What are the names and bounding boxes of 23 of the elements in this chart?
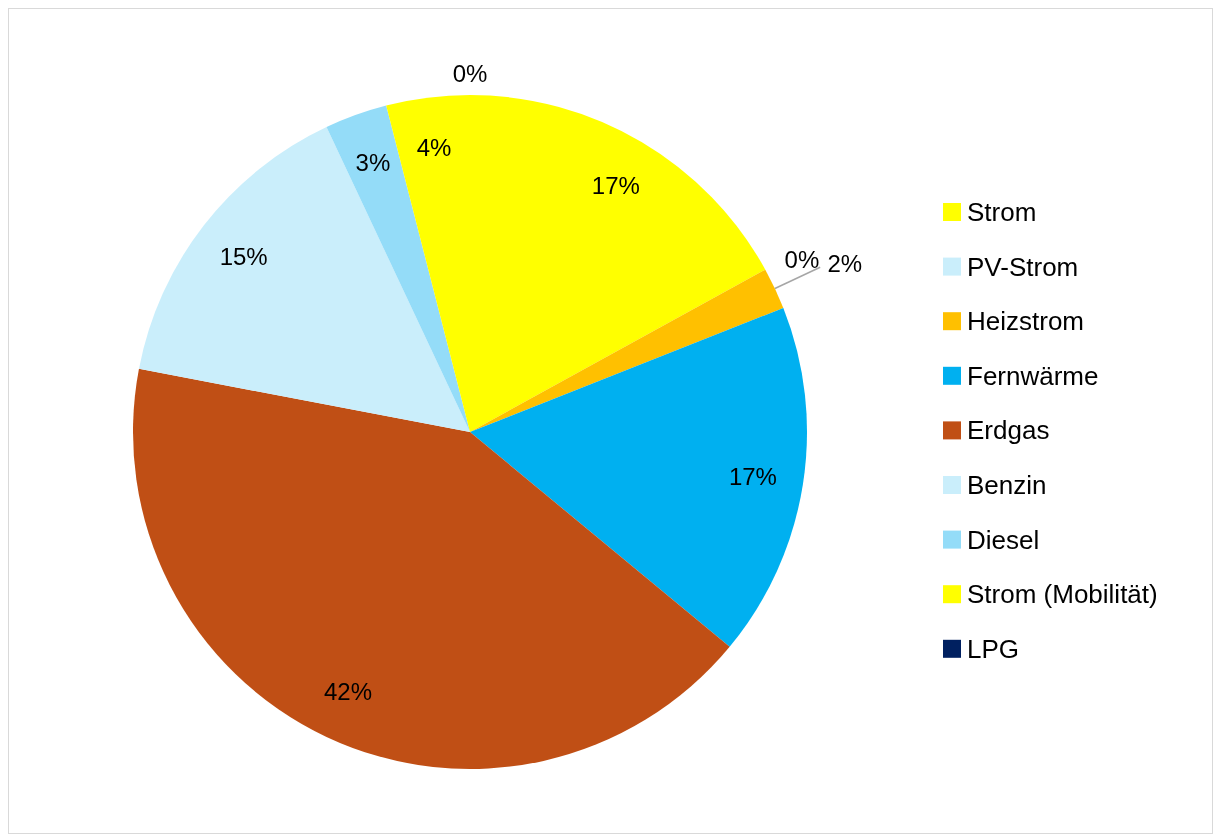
data-label: 17% <box>591 171 640 199</box>
text: 0% <box>784 245 820 273</box>
text: 0% <box>452 59 488 87</box>
pie-slice <box>326 105 470 432</box>
pie-slice <box>133 368 730 769</box>
data-label: 42% <box>324 677 373 705</box>
legend-label: Erdgas <box>967 415 1050 446</box>
legend-label: LPG <box>967 633 1020 664</box>
legend-label: Strom (Mobilität) <box>967 579 1158 610</box>
legend-label: Diesel <box>967 524 1040 555</box>
pie-slice <box>470 269 784 432</box>
legend-label: Benzin <box>967 470 1047 500</box>
legend-label: Fernwärme <box>967 360 1099 391</box>
legend-label: Heizstrom <box>967 306 1085 337</box>
data-label: 17% <box>728 463 777 491</box>
data-label: 15% <box>219 242 268 270</box>
pie-slice <box>470 307 807 647</box>
pie-slice <box>138 127 470 432</box>
legend-label: PV-Strom <box>967 251 1079 282</box>
legend-label: Strom <box>967 197 1037 227</box>
data-label: 2% <box>827 250 863 278</box>
data-label: 3% <box>355 148 391 176</box>
data-label: 4% <box>416 134 452 162</box>
